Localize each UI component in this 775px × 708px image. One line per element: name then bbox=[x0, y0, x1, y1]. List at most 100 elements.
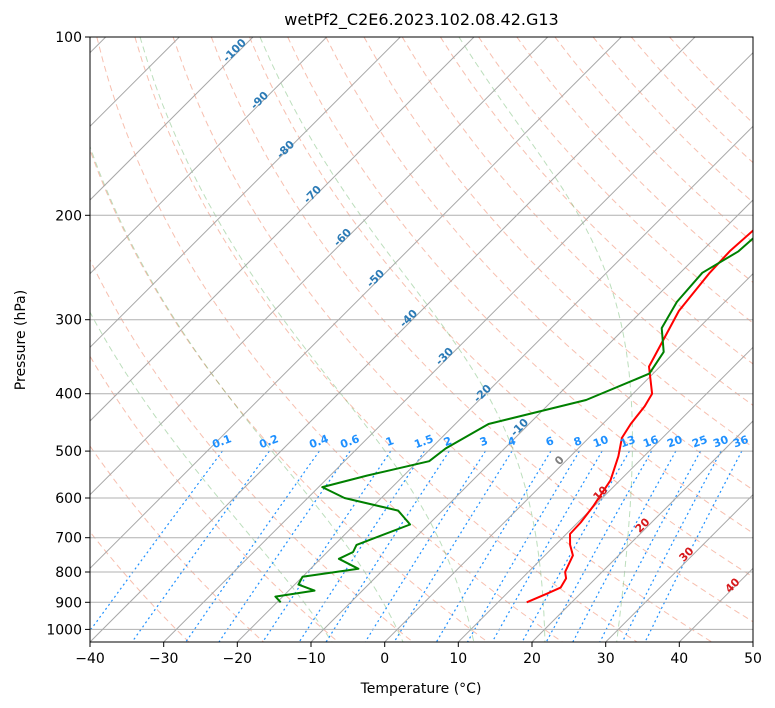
moist-adiabat bbox=[90, 311, 333, 642]
x-tick-label: 30 bbox=[597, 651, 615, 667]
x-tick-label: 50 bbox=[744, 651, 762, 667]
y-tick-label: 300 bbox=[55, 313, 82, 329]
dry-adiabat bbox=[478, 37, 753, 324]
moist-adiabat bbox=[90, 145, 404, 642]
x-tick-label: −30 bbox=[149, 651, 179, 667]
mixing-ratio-label: 30 bbox=[711, 433, 730, 451]
mixing-ratio-label: 20 bbox=[665, 433, 684, 451]
y-tick-label: 100 bbox=[55, 30, 82, 46]
mixing-ratio-label: 1.5 bbox=[412, 432, 435, 451]
mixing-ratio-line bbox=[298, 450, 425, 642]
mixing-ratio-label: 16 bbox=[641, 433, 660, 451]
dry-adiabat bbox=[90, 445, 264, 642]
dry-adiabat-label: 30 bbox=[677, 544, 697, 564]
dry-adiabat-label: 10 bbox=[591, 483, 611, 503]
dry-adiabat bbox=[172, 37, 712, 642]
dry-adiabat bbox=[210, 37, 753, 623]
mixing-ratio-label: 8 bbox=[572, 434, 584, 449]
mixing-ratio-line bbox=[131, 450, 270, 642]
dry-adiabat bbox=[439, 37, 753, 365]
mixing-ratio-label: 10 bbox=[591, 433, 610, 451]
x-tick-label: 40 bbox=[670, 651, 688, 667]
dry-adiabat-label: 40 bbox=[723, 575, 743, 595]
isotherm-gridline bbox=[90, 37, 622, 570]
mixing-ratio-line bbox=[364, 450, 486, 642]
dry-adiabat bbox=[249, 37, 753, 578]
plot-frame bbox=[89, 36, 754, 643]
mixing-ratio-line bbox=[90, 450, 223, 632]
dewpoint-profile bbox=[274, 237, 753, 603]
isotherm-gridline bbox=[163, 51, 753, 642]
isotherm-gridline bbox=[457, 346, 753, 642]
mixing-ratio-label: 13 bbox=[618, 433, 637, 450]
y-tick-label: 400 bbox=[55, 387, 82, 403]
isotherm-gridline bbox=[90, 37, 696, 642]
isotherm-gridline bbox=[531, 420, 753, 642]
isotherm-gridline bbox=[90, 37, 328, 275]
y-tick-label: 1000 bbox=[46, 622, 82, 638]
dry-adiabat-label: -30 bbox=[433, 345, 456, 368]
x-tick-label: −40 bbox=[75, 651, 105, 667]
mixing-ratio-line bbox=[466, 450, 580, 642]
isotherm-gridline bbox=[236, 125, 753, 642]
dry-adiabat bbox=[90, 355, 339, 642]
dry-adiabat-label: -40 bbox=[397, 307, 420, 330]
y-axis-title: Pressure (hPa) bbox=[13, 290, 29, 390]
mixing-ratio-line bbox=[572, 450, 677, 642]
x-tick-label: 0 bbox=[380, 651, 389, 667]
y-tick-label: 900 bbox=[55, 595, 82, 611]
isotherm-gridline bbox=[90, 37, 401, 349]
isotherm-gridline bbox=[90, 37, 254, 201]
moist-adiabat bbox=[458, 37, 633, 642]
isotherm-gridline bbox=[605, 493, 753, 642]
dry-adiabat-label: -60 bbox=[331, 226, 354, 249]
dry-adiabat-label: 20 bbox=[633, 515, 653, 535]
dry-adiabat bbox=[325, 37, 753, 491]
mixing-ratio-label: 1 bbox=[384, 434, 396, 449]
mixing-ratio-line bbox=[393, 450, 513, 642]
y-tick-label: 200 bbox=[55, 208, 82, 224]
x-axis-title: Temperature (°C) bbox=[360, 681, 482, 697]
isotherm-gridline bbox=[384, 272, 753, 642]
dry-adiabat-label: -100 bbox=[220, 36, 249, 65]
mixing-ratio-label: 0.1 bbox=[210, 432, 233, 451]
moist-adiabat bbox=[139, 37, 475, 642]
isotherm-gridline bbox=[752, 641, 753, 642]
x-tick-label: −20 bbox=[223, 651, 253, 667]
y-tick-label: 700 bbox=[55, 531, 82, 547]
mixing-ratio-label: 36 bbox=[731, 433, 750, 451]
mixing-ratio-line bbox=[325, 450, 450, 642]
y-tick-label: 500 bbox=[55, 444, 82, 460]
isotherm-gridline bbox=[90, 37, 475, 422]
mixing-ratio-label: 0.2 bbox=[257, 432, 280, 451]
isotherm-gridline bbox=[90, 37, 549, 496]
dry-adiabat-label: -80 bbox=[274, 138, 297, 161]
dry-adiabat-label: -90 bbox=[248, 89, 271, 112]
dry-adiabat bbox=[134, 37, 638, 642]
mixing-ratio-line bbox=[644, 450, 743, 642]
dry-adiabat-label: -50 bbox=[364, 267, 387, 290]
isotherm-gridline bbox=[310, 199, 753, 642]
mixing-ratio-label: 0.4 bbox=[307, 432, 330, 451]
mixing-ratio-label: 25 bbox=[690, 433, 709, 450]
x-tick-label: −10 bbox=[296, 651, 326, 667]
dry-adiabat bbox=[554, 37, 753, 243]
mixing-ratio-label: 6 bbox=[544, 434, 556, 449]
x-tick-label: 20 bbox=[523, 651, 541, 667]
dry-adiabat bbox=[90, 148, 488, 642]
y-tick-label: 800 bbox=[55, 565, 82, 581]
mixing-ratio-line bbox=[435, 450, 552, 642]
temperature-profile bbox=[526, 229, 753, 604]
mixing-ratio-label: 4 bbox=[506, 434, 518, 449]
dry-adiabat bbox=[96, 37, 563, 642]
mixing-ratio-line bbox=[262, 450, 392, 642]
chart-title: wetPf2_C2E6.2023.102.08.42.G13 bbox=[284, 10, 559, 29]
dry-adiabat-label: -70 bbox=[301, 183, 324, 206]
mixing-ratio-label: 2 bbox=[442, 434, 454, 449]
dry-adiabat-label: 0 bbox=[552, 453, 567, 468]
x-tick-label: 10 bbox=[449, 651, 467, 667]
mixing-ratio-line bbox=[545, 450, 653, 642]
y-tick-label: 600 bbox=[55, 491, 82, 507]
mixing-ratio-label: 0.6 bbox=[338, 432, 361, 451]
